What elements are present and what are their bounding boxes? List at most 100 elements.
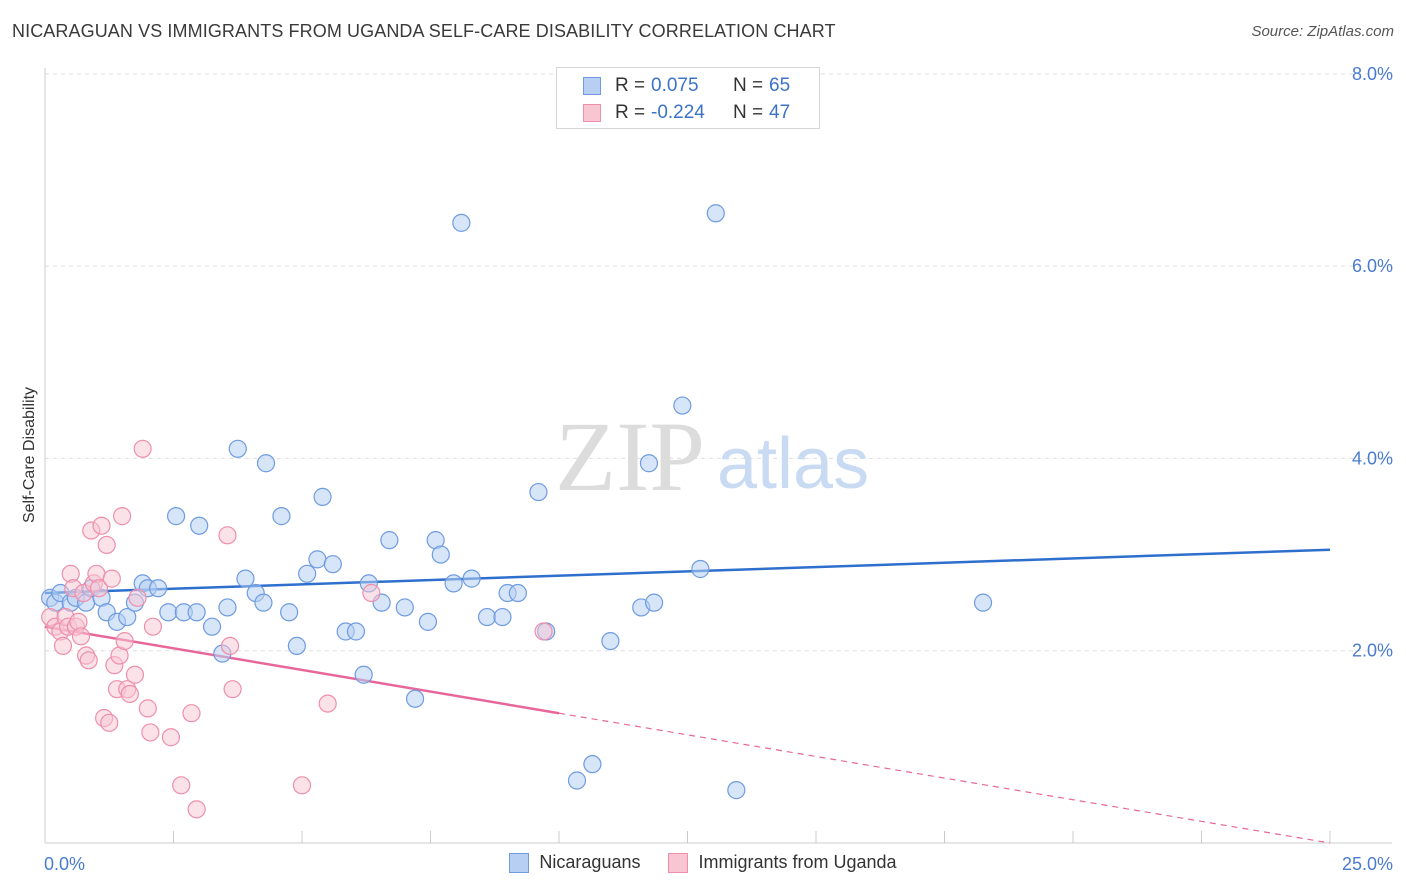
data-point-nicaraguans bbox=[166, 507, 186, 526]
data-point-nicaraguans bbox=[148, 579, 168, 598]
data-point-nicaraguans bbox=[691, 559, 710, 579]
watermark-zip: ZIP bbox=[555, 401, 705, 512]
points-uganda bbox=[41, 439, 553, 819]
legend-item-uganda[interactable]: Immigrants from Uganda bbox=[668, 852, 897, 873]
data-point-nicaraguans bbox=[218, 598, 237, 617]
data-point-uganda bbox=[92, 516, 111, 535]
y-tick-label: 8.0% bbox=[1352, 64, 1393, 84]
data-point-nicaraguans bbox=[639, 454, 659, 473]
legend-item-nicaraguans[interactable]: Nicaraguans bbox=[509, 852, 640, 873]
data-point-nicaraguans bbox=[228, 439, 247, 458]
legend-label: Nicaraguans bbox=[539, 852, 641, 872]
correlation-legend: R = 0.075 N = 65 R = -0.224 N = 47 bbox=[556, 67, 820, 129]
y-tick-label: 4.0% bbox=[1352, 448, 1393, 468]
data-point-nicaraguans bbox=[405, 689, 425, 708]
legend-r-value: -0.224 bbox=[651, 102, 705, 123]
watermark-atlas: atlas bbox=[717, 424, 869, 504]
chart-title: NICARAGUAN VS IMMIGRANTS FROM UGANDA SEL… bbox=[12, 21, 836, 41]
data-point-uganda bbox=[187, 800, 206, 819]
data-point-uganda bbox=[128, 588, 147, 607]
y-tick-label: 2.0% bbox=[1352, 641, 1393, 661]
y-axis-label: Self-Care Disability bbox=[21, 387, 38, 523]
data-point-uganda bbox=[161, 728, 181, 747]
data-point-nicaraguans bbox=[452, 213, 471, 232]
legend-swatch-pink bbox=[668, 852, 689, 873]
gridlines bbox=[45, 73, 1392, 652]
data-point-nicaraguans bbox=[973, 593, 993, 612]
source-label: Source: ZipAtlas.com bbox=[1251, 23, 1394, 40]
data-point-uganda bbox=[138, 699, 157, 718]
axes bbox=[44, 68, 1392, 844]
data-point-uganda bbox=[120, 684, 139, 704]
legend-label: Immigrants from Uganda bbox=[698, 852, 897, 872]
legend-row-uganda: R = -0.224 N = 47 bbox=[583, 101, 790, 125]
legend-n-label: N = bbox=[733, 75, 764, 96]
data-point-uganda bbox=[112, 507, 132, 526]
tick-labels: 2.0% 4.0% 6.0% 8.0% 0.0% 25.0% bbox=[44, 64, 1393, 874]
legend-n-label: N = bbox=[733, 102, 764, 123]
y-tick-label: 6.0% bbox=[1352, 256, 1393, 276]
watermark: ZIP atlas bbox=[555, 401, 869, 512]
data-point-uganda bbox=[362, 583, 381, 603]
data-point-uganda bbox=[143, 617, 163, 636]
legend-swatch-blue bbox=[509, 852, 530, 873]
data-point-nicaraguans bbox=[567, 771, 587, 790]
legend-n-value: 47 bbox=[769, 102, 791, 123]
data-point-uganda bbox=[89, 579, 109, 598]
data-point-uganda bbox=[125, 665, 145, 684]
x-tick-label: 0.0% bbox=[44, 854, 85, 874]
data-point-nicaraguans bbox=[601, 631, 620, 651]
data-point-nicaraguans bbox=[298, 564, 317, 583]
data-point-uganda bbox=[534, 622, 553, 641]
trend-line-solid bbox=[44, 548, 1331, 595]
data-point-nicaraguans bbox=[272, 507, 291, 526]
data-point-nicaraguans bbox=[159, 603, 178, 622]
legend-r-label: R = bbox=[615, 75, 646, 96]
data-point-uganda bbox=[115, 631, 134, 651]
data-point-nicaraguans bbox=[280, 603, 299, 622]
data-point-nicaraguans bbox=[190, 516, 209, 535]
legend-r-value: 0.075 bbox=[651, 75, 699, 96]
data-point-nicaraguans bbox=[477, 607, 497, 627]
data-point-uganda bbox=[292, 776, 312, 795]
data-point-nicaraguans bbox=[236, 569, 255, 588]
data-point-nicaraguans bbox=[346, 622, 366, 641]
data-point-nicaraguans bbox=[529, 482, 548, 502]
data-point-uganda bbox=[133, 439, 152, 458]
data-point-nicaraguans bbox=[395, 598, 414, 617]
data-point-nicaraguans bbox=[644, 593, 664, 612]
trend-line-nicaraguans bbox=[44, 548, 1331, 595]
data-point-nicaraguans bbox=[673, 396, 692, 415]
data-point-nicaraguans bbox=[431, 545, 450, 564]
data-point-uganda bbox=[71, 627, 91, 646]
data-point-uganda bbox=[100, 713, 119, 732]
data-point-nicaraguans bbox=[313, 487, 332, 506]
data-point-uganda bbox=[53, 636, 73, 656]
legend-swatch-blue bbox=[583, 77, 601, 95]
series-legend: Nicaraguans Immigrants from Uganda bbox=[0, 852, 1406, 873]
data-point-nicaraguans bbox=[444, 574, 463, 593]
data-point-nicaraguans bbox=[308, 550, 327, 569]
legend-row-nicaraguans: R = 0.075 N = 65 bbox=[583, 74, 790, 98]
legend-r-label: R = bbox=[615, 102, 646, 123]
trend-line-uganda bbox=[44, 625, 1331, 844]
data-point-uganda bbox=[79, 651, 98, 670]
data-point-nicaraguans bbox=[354, 665, 373, 684]
trend-line-dashed bbox=[558, 712, 1331, 844]
data-point-nicaraguans bbox=[508, 583, 527, 603]
data-point-nicaraguans bbox=[462, 569, 481, 588]
data-point-uganda bbox=[172, 776, 191, 795]
legend-swatch-pink bbox=[583, 104, 601, 122]
data-point-nicaraguans bbox=[254, 593, 273, 612]
data-point-nicaraguans bbox=[202, 617, 222, 636]
data-point-nicaraguans bbox=[583, 755, 602, 774]
data-point-nicaraguans bbox=[187, 603, 206, 622]
data-point-nicaraguans bbox=[323, 555, 342, 574]
data-point-uganda bbox=[182, 704, 201, 723]
legend-n-value: 65 bbox=[769, 75, 791, 96]
data-point-uganda bbox=[220, 636, 240, 656]
data-point-nicaraguans bbox=[256, 454, 276, 473]
data-point-nicaraguans bbox=[493, 607, 512, 627]
data-point-nicaraguans bbox=[418, 612, 438, 631]
